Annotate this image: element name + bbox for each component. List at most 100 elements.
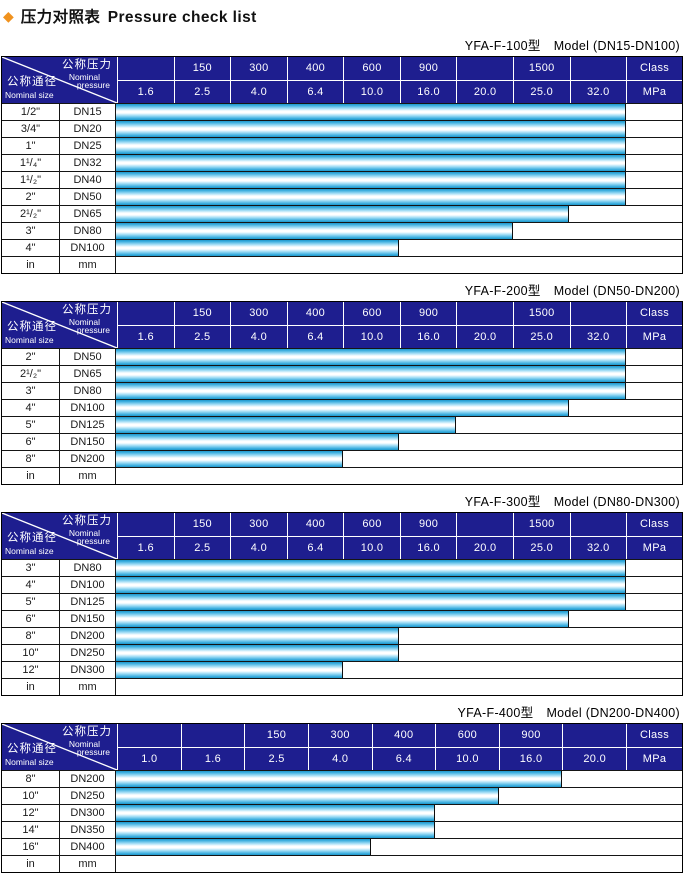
table-model-label: YFA-F-400型: [457, 706, 534, 720]
mpa-value-header-cell: 2.5: [244, 747, 308, 770]
pressure-range-bar: [116, 366, 626, 382]
mpa-value-header-cell: 6.4: [286, 325, 344, 348]
class-unit-header-cell: Class: [626, 302, 682, 325]
inch-size-cell: 2¹/₂": [2, 366, 60, 382]
pressure-bar-area: [116, 257, 682, 273]
class-value-header-cell: 600: [343, 57, 400, 80]
size-row: 4" DN100: [2, 239, 682, 256]
mpa-unit-header-cell: MPa: [626, 80, 682, 103]
class-value-header-cell: [569, 57, 627, 80]
class-value-header-cell: 400: [286, 513, 344, 536]
pressure-range-bar: [116, 611, 569, 627]
size-row: 2¹/₂" DN65: [2, 205, 682, 222]
inch-size-cell: 3/4": [2, 121, 60, 137]
pressure-table-section: YFA-F-100型 Model (DN15-DN100) 公称压力 Nomina…: [1, 29, 683, 274]
size-row: in mm: [2, 256, 682, 273]
mpa-value-header-cell: 10.0: [343, 325, 400, 348]
size-row: 8" DN200: [2, 450, 682, 467]
dn-size-cell: DN125: [60, 417, 116, 433]
pressure-range-bar: [116, 560, 626, 576]
size-row: 8" DN200: [2, 627, 682, 644]
size-row: 2¹/₂" DN65: [2, 365, 682, 382]
nominal-pressure-zh-label: 公称压力: [62, 304, 112, 316]
dn-size-cell: DN80: [60, 223, 116, 239]
inch-size-cell: 6": [2, 434, 60, 450]
class-header-row: 150 300 400 600 900 1500 Class: [118, 57, 682, 81]
dn-size-cell: mm: [60, 856, 116, 872]
mpa-value-header-cell: 2.5: [173, 325, 231, 348]
pressure-range-bar: [116, 172, 626, 188]
dn-size-cell: DN250: [60, 788, 116, 804]
pressure-range-bar: [116, 223, 513, 239]
size-row: 3" DN80: [2, 222, 682, 239]
corner-cell: 公称压力 Nominal pressure 公称通径 Nominal size: [2, 724, 117, 770]
mpa-header-row: 1.6 2.5 4.0 6.4 10.0 16.0 20.0 25.0 32.0 MPa: [118, 536, 682, 559]
inch-size-cell: 2": [2, 349, 60, 365]
inch-size-cell: 6": [2, 611, 60, 627]
mpa-value-header-cell: 2.5: [173, 536, 231, 559]
mpa-unit-header-cell: MPa: [626, 325, 682, 348]
size-row: in mm: [2, 678, 682, 695]
pressure-bar-area: [116, 822, 682, 838]
pressure-bar-area: [116, 560, 682, 576]
pressure-header-rows: 150 300 400 600 900 1500 Class 1.6 2.5 4.0 6.4 10.…: [117, 57, 682, 103]
table-model-label: YFA-F-200型: [464, 284, 541, 298]
pressure-bar-area: [116, 155, 682, 171]
dn-size-cell: DN80: [60, 560, 116, 576]
pressure-range-bar: [116, 138, 626, 154]
pressure-header-rows: 150 300 400 600 900 1500 Class 1.6 2.5 4.0 6.4 10.…: [117, 513, 682, 559]
dn-size-cell: mm: [60, 679, 116, 695]
mpa-value-header-cell: 25.0: [512, 536, 570, 559]
pressure-bar-area: [116, 771, 682, 787]
size-row: 14" DN350: [2, 821, 682, 838]
class-value-header-cell: 150: [173, 302, 231, 325]
dn-size-cell: DN125: [60, 594, 116, 610]
table-body: 2" DN50 2¹/₂" DN65 3" DN80 4" DN100 5" DN125 6" DN1…: [2, 348, 682, 484]
dn-size-cell: DN15: [60, 104, 116, 120]
inch-size-cell: in: [2, 257, 60, 273]
inch-size-cell: 4": [2, 577, 60, 593]
mpa-value-header-cell: 32.0: [569, 80, 627, 103]
nominal-pressure-en-label-line1: Nominal: [68, 72, 100, 82]
table-model-label: YFA-F-100型: [464, 39, 541, 53]
mpa-value-header-cell: 2.5: [173, 80, 231, 103]
pressure-range-bar: [116, 417, 456, 433]
dn-size-cell: DN32: [60, 155, 116, 171]
pressure-table-section: YFA-F-200型 Model (DN50-DN200) 公称压力 Nomina…: [1, 274, 683, 485]
mpa-header-row: 1.6 2.5 4.0 6.4 10.0 16.0 20.0 25.0 32.0 MPa: [118, 80, 682, 103]
mpa-value-header-cell: 32.0: [569, 325, 627, 348]
pressure-range-bar: [116, 805, 435, 821]
pressure-range-bar: [116, 383, 626, 399]
mpa-unit-header-cell: MPa: [626, 536, 682, 559]
class-value-header-cell: 600: [343, 302, 400, 325]
pressure-bar-area: [116, 189, 682, 205]
class-header-row: 150 300 400 600 900 1500 Class: [118, 302, 682, 326]
dn-size-cell: mm: [60, 468, 116, 484]
mpa-value-header-cell: 20.0: [456, 80, 513, 103]
inch-size-cell: 8": [2, 451, 60, 467]
nominal-pressure-zh-label: 公称压力: [62, 726, 112, 738]
tables-container: YFA-F-100型 Model (DN15-DN100) 公称压力 Nomina…: [1, 29, 688, 873]
dn-size-cell: DN200: [60, 771, 116, 787]
pressure-table: 公称压力 Nominal pressure 公称通径 Nominal size …: [1, 56, 683, 274]
corner-cell: 公称压力 Nominal pressure 公称通径 Nominal size: [2, 302, 117, 348]
dn-size-cell: DN150: [60, 611, 116, 627]
mpa-header-row: 1.6 2.5 4.0 6.4 10.0 16.0 20.0 25.0 32.0 MPa: [118, 325, 682, 348]
dn-size-cell: DN80: [60, 383, 116, 399]
size-row: in mm: [2, 467, 682, 484]
size-row: 5" DN125: [2, 416, 682, 433]
mpa-value-header-cell: 25.0: [512, 325, 570, 348]
page-title-zh: 压力对照表: [20, 9, 101, 26]
table-body: 8" DN200 10" DN250 12" DN300 14" DN350 16" DN400 i…: [2, 770, 682, 872]
inch-size-cell: 8": [2, 628, 60, 644]
class-unit-header-cell: Class: [626, 57, 682, 80]
pressure-range-bar: [116, 434, 399, 450]
pressure-range-bar: [116, 594, 626, 610]
mpa-value-header-cell: 4.0: [230, 325, 287, 348]
table-subtitle: YFA-F-400型 Model (DN200-DN400): [1, 696, 683, 723]
dn-size-cell: DN300: [60, 662, 116, 678]
inch-size-cell: in: [2, 679, 60, 695]
pressure-range-bar: [116, 771, 562, 787]
pressure-range-bar: [116, 155, 626, 171]
